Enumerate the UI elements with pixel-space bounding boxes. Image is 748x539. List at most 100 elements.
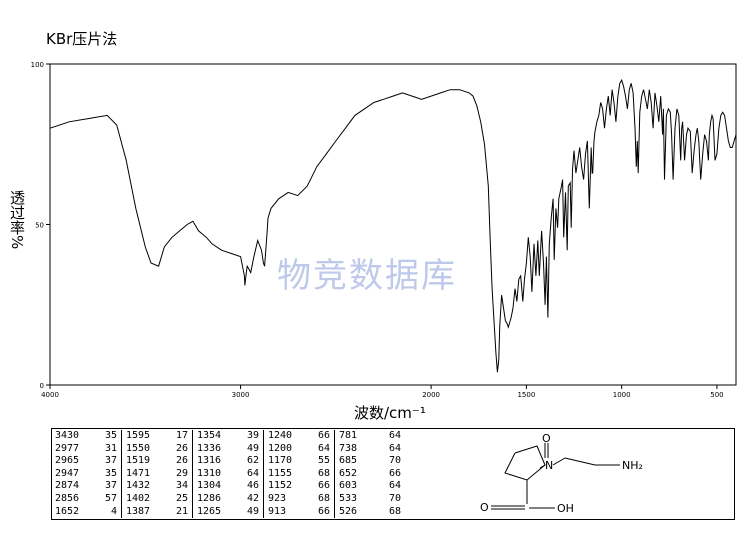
peak-transmittance: 57: [104, 492, 117, 504]
peak-wavenumber: 1170: [268, 455, 293, 467]
y-axis-label: 透过率%: [8, 190, 26, 250]
peak-entry: 526 68: [339, 506, 401, 519]
peak-entry: 2856 57: [55, 493, 117, 506]
peak-transmittance: 25: [175, 492, 188, 504]
peak-entry: 913 66: [268, 506, 330, 519]
peak-entry: 2977 31: [55, 443, 117, 456]
peak-entry: 1471 29: [126, 468, 188, 481]
peak-wavenumber: 1652: [55, 505, 80, 517]
peak-entry: 1519 26: [126, 455, 188, 468]
peak-wavenumber: 1152: [268, 480, 293, 492]
peak-transmittance: 35: [104, 430, 117, 441]
peak-transmittance: 70: [388, 492, 401, 504]
peak-wavenumber: 2977: [55, 442, 80, 454]
peak-wavenumber: 1200: [268, 442, 293, 454]
atom-o-top: O: [542, 432, 551, 445]
peak-transmittance: 66: [317, 480, 330, 492]
peak-transmittance: 64: [388, 430, 401, 441]
x-tick-label: 3000: [232, 391, 250, 399]
peak-wavenumber: 1265: [197, 505, 222, 517]
peak-wavenumber: 1240: [268, 430, 293, 441]
peak-entry: 1286 42: [197, 493, 259, 506]
peak-entry: 603 64: [339, 480, 401, 493]
peak-entry: 1550 26: [126, 443, 188, 456]
peak-transmittance: 55: [317, 455, 330, 467]
peak-entry: 1402 25: [126, 493, 188, 506]
y-tick-label: 0: [40, 382, 44, 390]
peak-entry: 533 70: [339, 493, 401, 506]
peak-transmittance: 68: [388, 505, 401, 517]
peak-wavenumber: 3430: [55, 430, 80, 441]
peak-wavenumber: 1519: [126, 455, 151, 467]
peak-transmittance: 68: [317, 467, 330, 479]
peak-entry: 1336 49: [197, 443, 259, 456]
bond: [564, 457, 596, 466]
peak-wavenumber: 913: [268, 505, 287, 517]
peak-transmittance: 64: [246, 467, 259, 479]
peak-wavenumber: 1304: [197, 480, 222, 492]
peak-transmittance: 70: [388, 455, 401, 467]
peak-entry: 3430 35: [55, 430, 117, 443]
peak-entry: 1387 21: [126, 506, 188, 519]
peak-transmittance: 39: [246, 430, 259, 441]
atom-o-left: O: [480, 501, 489, 514]
bond: [552, 457, 566, 466]
peak-entry: 1316 62: [197, 455, 259, 468]
peak-transmittance: 68: [317, 492, 330, 504]
peak-wavenumber: 923: [268, 492, 287, 504]
peak-wavenumber: 1471: [126, 467, 151, 479]
peak-wavenumber: 1550: [126, 442, 151, 454]
peak-entry: 1354 39: [197, 430, 259, 443]
peak-entry: 1200 64: [268, 443, 330, 456]
peak-entry: 652 66: [339, 468, 401, 481]
molecule-structure: O N NH₂ O OH: [480, 432, 643, 515]
peak-entry: 2874 37: [55, 480, 117, 493]
atom-n: N: [545, 459, 553, 472]
peak-transmittance: 49: [246, 505, 259, 517]
peak-table: 3430 35 2977 31 2965 37 2947 35 2874 37 2856 57 1652…: [51, 430, 405, 519]
peak-transmittance: 46: [246, 480, 259, 492]
peak-transmittance: 66: [388, 467, 401, 479]
peak-wavenumber: 526: [339, 505, 358, 517]
peak-transmittance: 35: [104, 467, 117, 479]
x-tick-label: 4000: [41, 391, 59, 399]
peak-transmittance: 26: [175, 442, 188, 454]
peak-entry: 923 68: [268, 493, 330, 506]
peak-table-column: 3430 35 2977 31 2965 37 2947 35 2874 37 2856 57 1652…: [51, 430, 122, 518]
peak-wavenumber: 2947: [55, 467, 80, 479]
peak-wavenumber: 603: [339, 480, 358, 492]
peak-wavenumber: 2874: [55, 480, 80, 492]
peak-wavenumber: 1432: [126, 480, 151, 492]
chart-title: KBr压片法: [46, 30, 118, 48]
peak-transmittance: 49: [246, 442, 259, 454]
x-tick-label: 1000: [613, 391, 631, 399]
peak-table-column: 1354 39 1336 49 1316 62 1310 64 1304 46 1286 42 1265…: [192, 430, 264, 519]
peak-entry: 1310 64: [197, 468, 259, 481]
peak-wavenumber: 2965: [55, 455, 80, 467]
peak-entry: 1595 17: [126, 430, 188, 443]
peak-transmittance: 64: [388, 480, 401, 492]
x-axis: 4000 3000 2000 1500 1000 500: [41, 385, 724, 399]
peak-entry: 1240 66: [268, 430, 330, 443]
peak-wavenumber: 685: [339, 455, 358, 467]
peak-transmittance: 66: [317, 430, 330, 441]
y-tick-label: 100: [31, 61, 44, 69]
peak-wavenumber: 1387: [126, 505, 151, 517]
peak-entry: 781 64: [339, 430, 401, 443]
y-axis: 0 50 100: [31, 61, 50, 390]
bond: [539, 464, 546, 469]
peak-transmittance: 37: [104, 480, 117, 492]
peak-transmittance: 42: [246, 492, 259, 504]
peak-entry: 2965 37: [55, 455, 117, 468]
peak-wavenumber: 781: [339, 430, 358, 441]
peak-entry: 1432 34: [126, 480, 188, 493]
peak-transmittance: 21: [175, 505, 188, 517]
peak-entry: 2947 35: [55, 468, 117, 481]
atom-nh2: NH₂: [622, 459, 643, 472]
peak-wavenumber: 652: [339, 467, 358, 479]
atom-oh: OH: [557, 502, 574, 515]
peak-wavenumber: 1310: [197, 467, 222, 479]
peak-wavenumber: 1316: [197, 455, 222, 467]
peak-entry: 1152 66: [268, 480, 330, 493]
